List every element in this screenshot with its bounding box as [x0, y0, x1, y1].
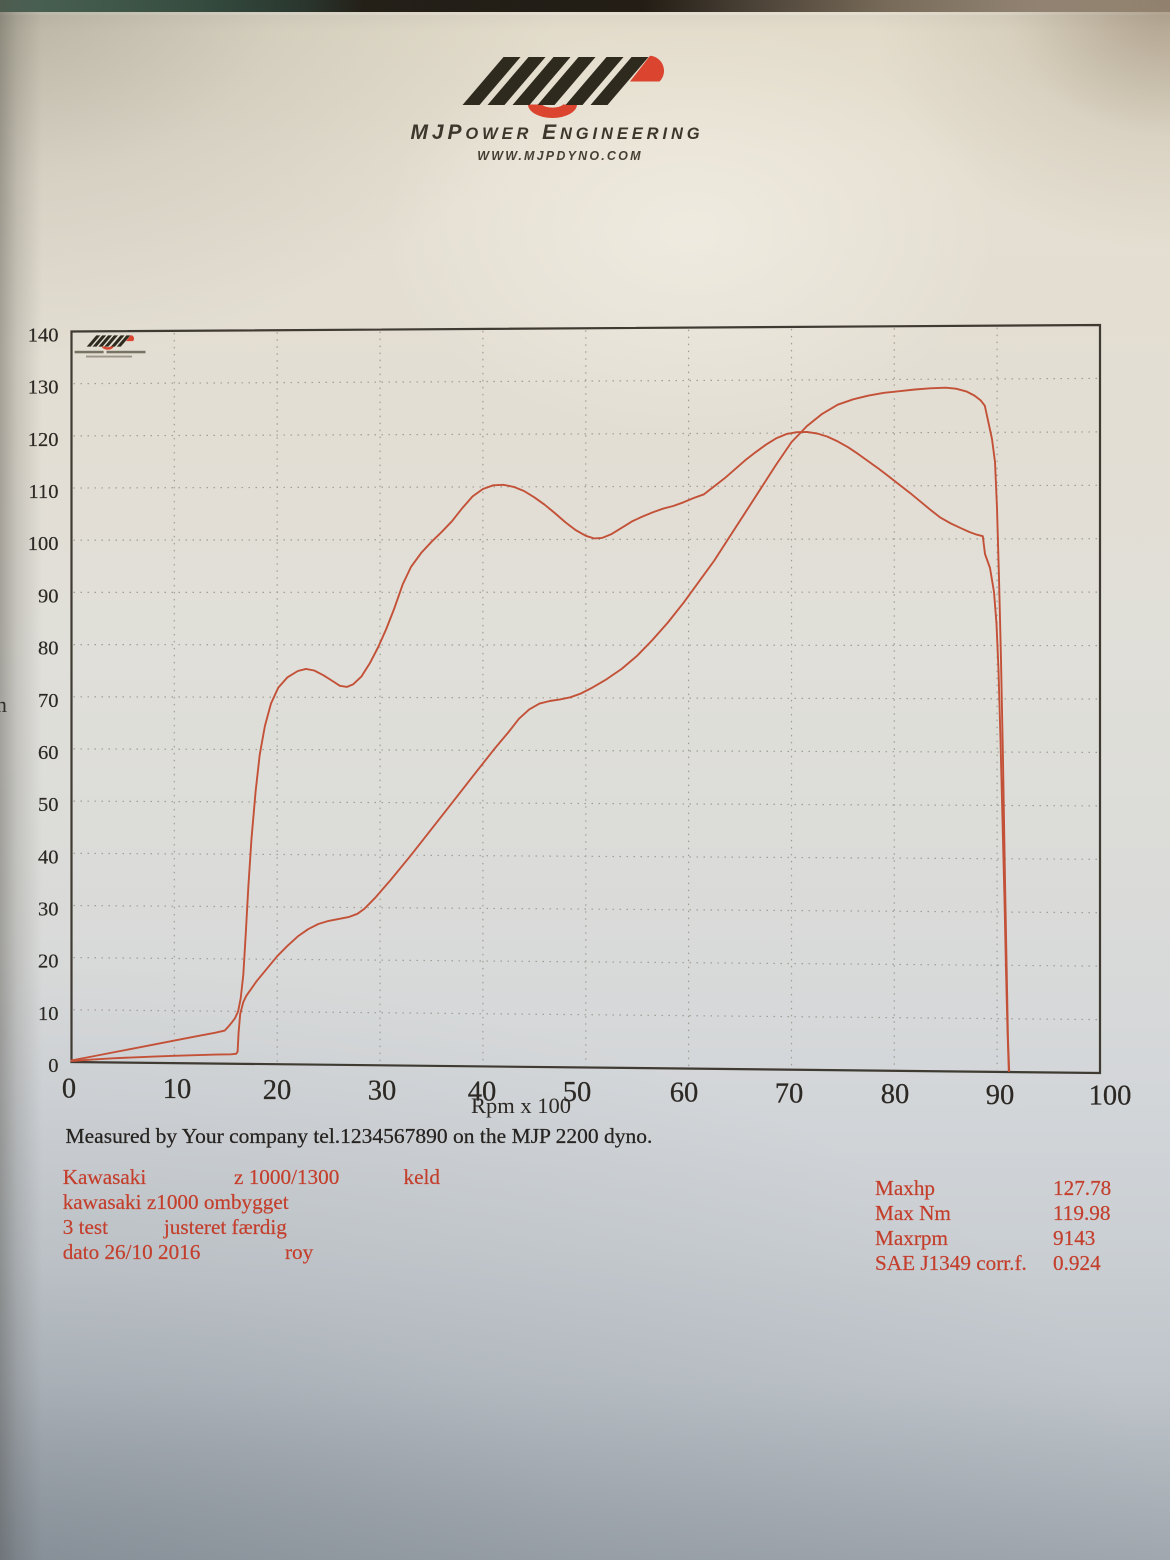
svg-text:90: 90: [38, 585, 59, 607]
svg-text:120: 120: [28, 429, 59, 451]
svg-text:60: 60: [38, 742, 59, 764]
svg-text:80: 80: [38, 638, 59, 660]
svg-text:WWW.MJPDYNO.COM: WWW.MJPDYNO.COM: [477, 149, 642, 163]
svg-text:130: 130: [28, 377, 59, 399]
svg-text:MJPOWER ENGINEERING: MJPOWER ENGINEERING: [411, 121, 704, 144]
svg-text:0.924: 0.924: [1053, 1251, 1101, 1275]
svg-text:keld: keld: [404, 1165, 441, 1189]
svg-text:Nm: Nm: [0, 692, 7, 717]
svg-text:110: 110: [29, 481, 59, 503]
svg-text:100: 100: [28, 533, 59, 555]
svg-text:0: 0: [48, 1055, 58, 1077]
svg-text:Measured by Your company tel.1: Measured by Your company tel.1234567890 …: [66, 1124, 653, 1148]
svg-text:40: 40: [38, 846, 59, 868]
svg-text:0: 0: [62, 1074, 76, 1105]
svg-text:140: 140: [28, 325, 59, 347]
svg-text:100: 100: [1089, 1081, 1132, 1112]
svg-text:60: 60: [670, 1078, 699, 1109]
svg-text:90: 90: [986, 1080, 1015, 1111]
svg-text:dato 26/10 2016: dato 26/10 2016: [63, 1240, 201, 1264]
svg-text:119.98: 119.98: [1053, 1201, 1110, 1225]
svg-text:justeret færdig: justeret færdig: [163, 1215, 287, 1239]
svg-text:roy: roy: [285, 1240, 314, 1264]
svg-text:SAE J1349 corr.f.: SAE J1349 corr.f.: [875, 1251, 1027, 1275]
svg-text:Kawasaki: Kawasaki: [63, 1165, 147, 1189]
svg-text:70: 70: [775, 1078, 804, 1109]
svg-text:3 test: 3 test: [63, 1215, 108, 1239]
svg-text:20: 20: [263, 1075, 292, 1106]
svg-text:20: 20: [38, 951, 59, 973]
svg-text:50: 50: [563, 1077, 592, 1108]
svg-text:30: 30: [38, 899, 59, 921]
svg-text:9143: 9143: [1053, 1226, 1095, 1250]
svg-text:Max Nm: Max Nm: [875, 1201, 951, 1225]
svg-text:Rpm x 100: Rpm x 100: [471, 1093, 571, 1118]
svg-text:Maxrpm: Maxrpm: [875, 1226, 948, 1250]
svg-text:Maxhp: Maxhp: [875, 1176, 935, 1200]
svg-text:50: 50: [38, 794, 59, 816]
svg-text:z 1000/1300: z 1000/1300: [234, 1165, 339, 1189]
svg-text:40: 40: [468, 1076, 497, 1107]
svg-text:70: 70: [38, 690, 59, 712]
svg-text:80: 80: [881, 1079, 910, 1110]
svg-text:10: 10: [163, 1074, 192, 1105]
svg-text:10: 10: [38, 1003, 59, 1025]
svg-text:127.78: 127.78: [1053, 1176, 1111, 1200]
svg-text:30: 30: [368, 1076, 397, 1107]
svg-text:kawasaki z1000 ombygget: kawasaki z1000 ombygget: [63, 1190, 289, 1214]
